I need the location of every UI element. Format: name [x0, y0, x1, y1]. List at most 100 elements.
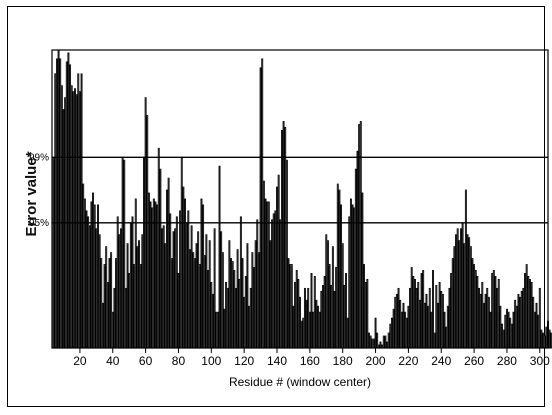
bar	[207, 270, 209, 349]
bar	[161, 228, 163, 349]
bar	[404, 311, 407, 349]
bar	[359, 121, 362, 349]
bar	[211, 293, 214, 349]
bar	[126, 243, 129, 349]
bar	[57, 49, 60, 349]
bar	[543, 335, 546, 349]
bar	[128, 273, 131, 349]
bar	[284, 127, 287, 349]
bar	[473, 264, 476, 349]
bar	[505, 308, 508, 349]
x-tick-label: 160	[300, 354, 320, 368]
bar	[198, 264, 201, 349]
bar	[256, 219, 259, 349]
bar	[249, 287, 252, 349]
bar	[302, 317, 305, 349]
bar	[422, 270, 425, 349]
bar	[346, 317, 349, 349]
bar	[213, 228, 216, 349]
bar	[392, 308, 395, 349]
bar	[468, 237, 471, 349]
bar	[271, 219, 274, 349]
reference-line-label: 95%	[29, 218, 49, 229]
bar	[369, 335, 372, 349]
bar	[223, 308, 226, 349]
bar	[548, 329, 551, 349]
bar	[151, 207, 154, 349]
bar	[259, 67, 262, 349]
bar	[368, 332, 370, 349]
bar	[218, 165, 221, 349]
bar	[241, 258, 244, 349]
bar	[230, 258, 232, 349]
bar	[440, 290, 443, 349]
x-tick-label: 20	[73, 354, 87, 368]
x-tick-label: 300	[530, 354, 550, 368]
bar	[116, 216, 119, 349]
bar	[159, 168, 162, 349]
bar	[123, 159, 126, 349]
bar	[415, 287, 418, 349]
bar	[504, 314, 507, 349]
bar	[315, 299, 318, 349]
bar	[499, 305, 502, 349]
bar	[197, 231, 200, 349]
bar	[372, 338, 375, 349]
bar	[469, 246, 472, 349]
bar	[192, 252, 195, 349]
bar	[535, 302, 538, 349]
bar	[97, 204, 99, 349]
bar	[451, 258, 454, 349]
bar	[266, 201, 269, 349]
bar	[269, 240, 272, 349]
bar	[483, 302, 485, 349]
bar	[461, 222, 464, 349]
bar	[78, 91, 81, 349]
bar	[238, 279, 241, 349]
plot-area-border	[51, 49, 549, 349]
bar	[507, 311, 510, 349]
bar	[303, 287, 306, 349]
bar	[274, 210, 277, 349]
bar	[272, 213, 275, 349]
bar	[189, 249, 191, 349]
bar	[497, 279, 500, 349]
bar	[366, 279, 369, 349]
bar	[374, 317, 377, 349]
bar	[437, 302, 439, 349]
bar	[492, 270, 495, 349]
bar	[428, 287, 431, 349]
bar	[336, 183, 339, 349]
x-tick-label: 280	[497, 354, 517, 368]
x-tick-label: 240	[431, 354, 451, 368]
bar	[156, 204, 159, 349]
bar	[70, 85, 73, 349]
bar	[318, 311, 321, 349]
bar	[532, 296, 535, 349]
bar	[456, 228, 459, 349]
bar	[246, 243, 249, 349]
bar	[489, 311, 492, 349]
bar	[343, 284, 346, 349]
bar	[185, 222, 188, 349]
bar	[430, 311, 433, 349]
bar	[414, 279, 416, 349]
bar	[425, 293, 428, 349]
bar	[184, 198, 186, 349]
bar	[162, 225, 165, 349]
bar	[307, 287, 310, 349]
bar	[305, 299, 308, 349]
bar	[83, 198, 86, 349]
bar	[146, 115, 149, 349]
bar	[111, 311, 114, 349]
bar	[474, 270, 477, 349]
bar	[154, 201, 157, 349]
bar	[90, 201, 93, 349]
bar	[200, 198, 203, 349]
bar	[325, 234, 328, 349]
bar	[349, 198, 352, 349]
bar	[453, 246, 456, 349]
bar	[157, 147, 160, 349]
bar	[67, 52, 70, 349]
bar	[205, 234, 208, 349]
